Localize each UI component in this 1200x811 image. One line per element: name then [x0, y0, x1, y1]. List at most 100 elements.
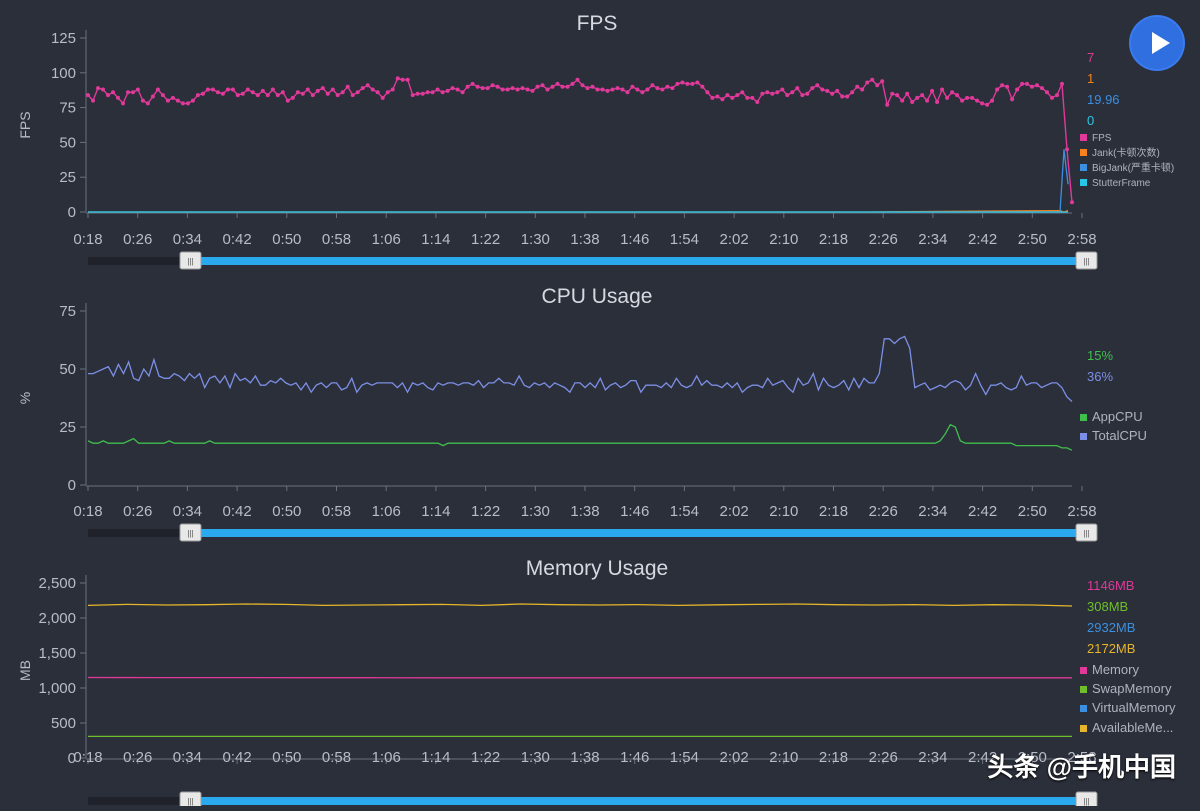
y-tick-label: 50: [59, 134, 76, 151]
watermark: 头条 @手机中国: [987, 747, 1176, 784]
fps-point: [965, 96, 969, 100]
x-tick-label: 2:18: [819, 231, 848, 248]
fps-point: [216, 90, 220, 94]
fps-point: [431, 90, 435, 94]
fps-point: [371, 88, 375, 92]
fps-point: [101, 88, 105, 92]
fps-point: [616, 86, 620, 90]
x-tick-label: 1:06: [372, 503, 401, 520]
x-tick-label: 1:46: [620, 749, 649, 766]
x-tick-label: 0:42: [222, 231, 251, 248]
fps-point: [865, 81, 869, 85]
fps-point: [591, 85, 595, 89]
fps-point: [1045, 90, 1049, 94]
fps-point: [561, 85, 565, 89]
handle-grip: |||: [187, 257, 193, 266]
fps-point: [1010, 97, 1014, 101]
fps-point: [870, 78, 874, 82]
fps-point: [151, 95, 155, 99]
series-line-totalcpu: [88, 337, 1072, 402]
legend-swatch: [1080, 725, 1087, 732]
fps-point: [715, 95, 719, 99]
x-tick-label: 2:02: [719, 749, 748, 766]
fps-point: [396, 76, 400, 80]
fps-point: [471, 82, 475, 86]
chart-title: Memory Usage: [526, 557, 668, 580]
fps-point: [626, 90, 630, 94]
fps-point: [141, 99, 145, 103]
fps-point: [356, 90, 360, 94]
legend-label: Memory: [1092, 662, 1139, 677]
x-tick-label: 1:22: [471, 231, 500, 248]
fps-point: [1000, 83, 1004, 87]
fps-point: [970, 96, 974, 100]
fps-point: [196, 93, 200, 97]
scrollbar-range: [200, 529, 1078, 537]
fps-point: [596, 88, 600, 92]
fps-point: [411, 93, 415, 97]
fps-point: [990, 99, 994, 103]
fps-point: [276, 93, 280, 97]
x-tick-label: 1:22: [471, 503, 500, 520]
fps-point: [281, 90, 285, 94]
fps-point: [291, 96, 295, 100]
fps-point: [690, 82, 694, 86]
fps-point: [381, 96, 385, 100]
x-tick-label: 0:34: [173, 749, 202, 766]
x-tick-label: 0:34: [173, 231, 202, 248]
fps-point: [1050, 96, 1054, 100]
fps-point: [920, 93, 924, 97]
fps-point: [760, 92, 764, 96]
fps-point: [441, 90, 445, 94]
legend-label: FPS: [1092, 133, 1112, 144]
fps-point: [511, 86, 515, 90]
fps-point: [895, 93, 899, 97]
fps-point: [456, 88, 460, 92]
y-axis-label: MB: [17, 660, 33, 681]
fps-point: [930, 89, 934, 93]
fps-point: [735, 93, 739, 97]
fps-point: [835, 89, 839, 93]
fps-point: [660, 88, 664, 92]
legend-label: SwapMemory: [1092, 681, 1172, 696]
fps-point: [346, 85, 350, 89]
legend-label: BigJank(严重卡顿): [1092, 161, 1174, 174]
x-tick-label: 1:14: [421, 503, 450, 520]
fps-point: [111, 90, 115, 94]
x-tick-label: 2:10: [769, 503, 798, 520]
fps-point: [206, 88, 210, 92]
legend-label: Jank(卡顿次数): [1092, 146, 1160, 159]
legend-swatch: [1080, 149, 1087, 156]
series-line-bigjank-: [88, 149, 1068, 212]
current-value: 2932MB: [1087, 620, 1135, 635]
fps-point: [446, 89, 450, 93]
x-tick-label: 0:18: [73, 231, 102, 248]
fps-point: [576, 78, 580, 82]
x-tick-label: 1:38: [570, 749, 599, 766]
scrollbar-range: [200, 797, 1078, 805]
x-tick-label: 2:58: [1067, 231, 1096, 248]
legend-swatch: [1080, 433, 1087, 440]
fps-point: [531, 89, 535, 93]
fps-point: [546, 88, 550, 92]
fps-point: [246, 88, 250, 92]
fps-point: [935, 100, 939, 104]
current-value: 0: [1087, 113, 1094, 128]
fps-point: [136, 88, 140, 92]
x-tick-label: 0:58: [322, 231, 351, 248]
play-button[interactable]: [1131, 17, 1183, 69]
fps-point: [211, 88, 215, 92]
legend-label: VirtualMemory: [1092, 700, 1176, 715]
fps-point: [331, 88, 335, 92]
x-tick-label: 0:26: [123, 749, 152, 766]
fps-point: [406, 78, 410, 82]
legend-swatch: [1080, 667, 1087, 674]
y-tick-label: 25: [59, 419, 76, 436]
fps-point: [541, 83, 545, 87]
legend-swatch: [1080, 686, 1087, 693]
fps-point: [825, 89, 829, 93]
fps-point: [960, 99, 964, 103]
x-tick-label: 2:26: [869, 231, 898, 248]
fps-point: [980, 101, 984, 105]
